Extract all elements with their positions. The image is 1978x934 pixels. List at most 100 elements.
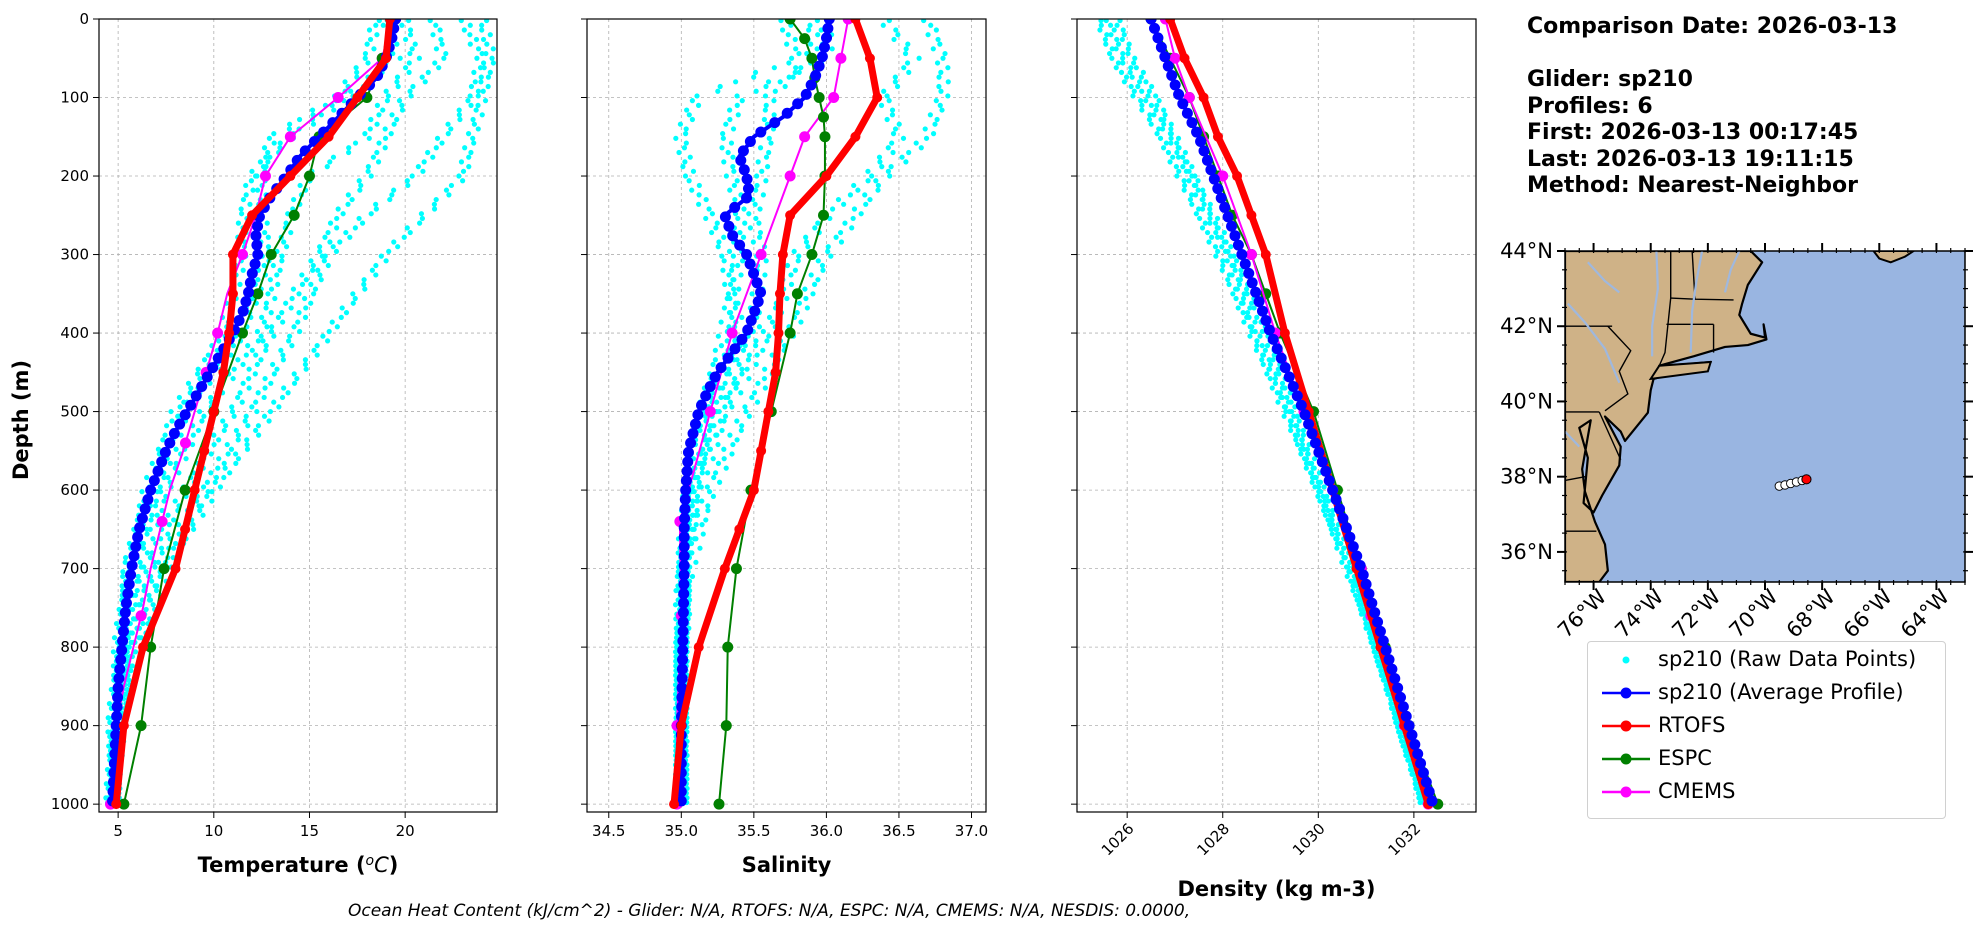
series-marker [111, 701, 123, 713]
y-tick-label: 700 [60, 560, 89, 578]
raw-data-point [788, 55, 795, 61]
raw-data-point [1199, 225, 1206, 231]
raw-data-point [1212, 244, 1219, 250]
raw-data-point [1163, 140, 1169, 146]
raw-data-point [1108, 32, 1114, 38]
raw-data-point [1415, 790, 1421, 796]
series-marker [1177, 98, 1189, 110]
raw-data-point [152, 564, 158, 570]
raw-data-point [221, 460, 227, 466]
raw-data-point [1160, 145, 1167, 151]
raw-data-point [172, 540, 179, 547]
series-marker [769, 117, 781, 129]
series-marker [201, 371, 213, 383]
raw-data-point [425, 149, 431, 156]
series-line [109, 19, 393, 805]
raw-data-point [1181, 187, 1187, 193]
series-marker [744, 258, 756, 270]
series-marker [821, 32, 833, 44]
raw-data-point [481, 65, 487, 71]
raw-data-point [297, 182, 303, 189]
raw-data-point [385, 93, 392, 99]
raw-data-point [1279, 385, 1286, 391]
raw-data-point [713, 225, 719, 231]
series-marker [805, 79, 817, 91]
series-marker [719, 563, 730, 574]
raw-data-point [256, 432, 262, 438]
series-marker [1169, 52, 1181, 64]
raw-data-point [693, 522, 699, 528]
raw-data-point [1315, 493, 1321, 499]
raw-data-point [718, 319, 724, 325]
series-marker [1232, 239, 1244, 251]
raw-data-point [177, 404, 183, 410]
series-marker [822, 22, 834, 34]
raw-data-point [330, 154, 337, 160]
raw-data-point [1241, 291, 1247, 297]
raw-data-point [1275, 366, 1281, 372]
raw-data-point [484, 19, 490, 24]
series-marker [168, 428, 180, 440]
raw-data-point [694, 498, 701, 504]
raw-data-point [1165, 149, 1172, 156]
raw-data-point [1195, 187, 1201, 193]
raw-data-point [1267, 375, 1273, 382]
raw-data-point [815, 32, 821, 38]
raw-data-point [262, 385, 268, 391]
raw-data-point [1343, 564, 1350, 570]
glider-latest-position [1801, 474, 1812, 485]
series-marker [741, 173, 753, 185]
series-marker [1323, 475, 1335, 487]
raw-data-point [1266, 357, 1272, 363]
raw-data-point [697, 545, 703, 551]
raw-data-point [1247, 305, 1253, 311]
raw-data-point [158, 545, 165, 551]
raw-data-point [1322, 503, 1329, 509]
raw-data-point [1133, 65, 1139, 71]
raw-data-point [197, 507, 203, 514]
series-marker [1409, 738, 1421, 750]
raw-data-point [1215, 248, 1221, 255]
raw-data-point [260, 338, 266, 344]
raw-data-point [1213, 229, 1219, 236]
raw-data-point [1197, 215, 1203, 222]
raw-data-point [277, 140, 283, 146]
series-marker [1426, 795, 1438, 807]
map-lon-label: 66°W [1839, 584, 1897, 642]
series-marker [1260, 249, 1271, 260]
raw-data-point [1121, 32, 1127, 38]
raw-data-point [885, 168, 892, 174]
raw-data-point [249, 404, 255, 410]
series-marker [835, 52, 847, 64]
raw-data-point [835, 196, 842, 203]
series-marker [1412, 748, 1424, 760]
raw-data-point [875, 187, 881, 193]
raw-data-point [779, 27, 786, 33]
raw-data-point [162, 432, 168, 438]
raw-data-point [1117, 19, 1123, 24]
raw-data-point [329, 319, 335, 325]
raw-data-point [715, 460, 722, 466]
raw-data-point [383, 88, 389, 94]
raw-data-point [1209, 234, 1215, 240]
raw-data-point [229, 404, 235, 410]
raw-data-point [721, 258, 727, 264]
raw-data-point [733, 385, 739, 391]
raw-data-point [736, 361, 742, 368]
raw-data-point [712, 347, 718, 353]
series-marker [722, 641, 734, 653]
series-marker [118, 616, 130, 628]
series-marker [709, 371, 721, 383]
raw-data-point [1139, 107, 1145, 113]
raw-data-point [382, 126, 388, 132]
series-marker [237, 249, 249, 261]
raw-data-point [1120, 55, 1126, 61]
raw-data-point [364, 41, 370, 47]
raw-data-point [753, 88, 759, 94]
raw-data-point [380, 22, 386, 28]
raw-data-point [1154, 131, 1160, 137]
series-marker [199, 445, 210, 456]
series-marker [332, 92, 344, 104]
raw-data-point [144, 531, 150, 537]
